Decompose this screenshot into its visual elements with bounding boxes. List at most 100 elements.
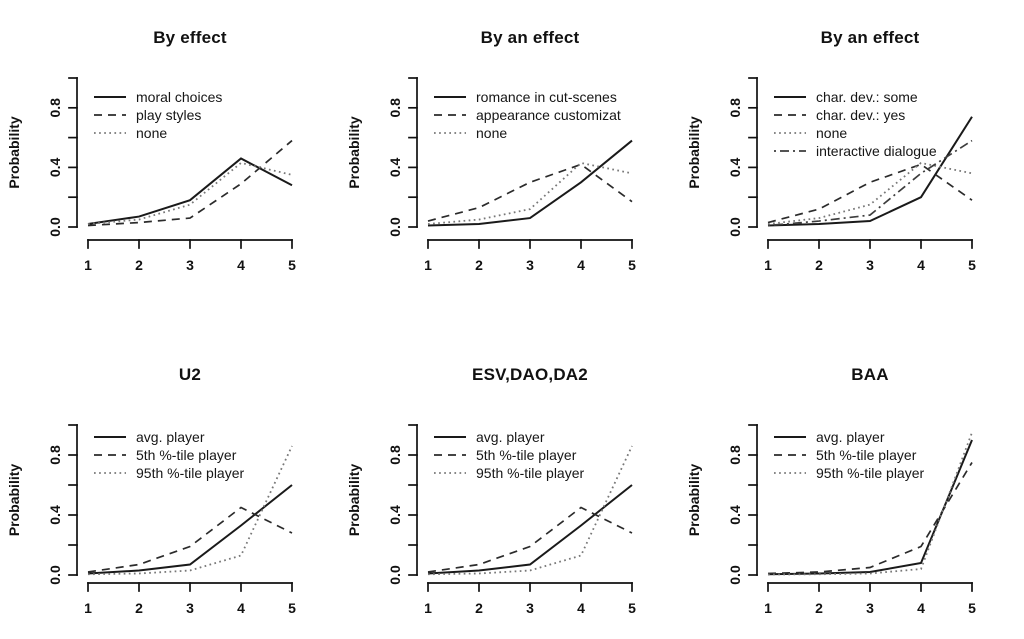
x-tick-label: 2	[475, 257, 483, 273]
x-tick-label: 1	[84, 257, 92, 273]
chart-title: By an effect	[480, 28, 580, 47]
x-tick-label: 5	[288, 257, 296, 273]
x-tick-label: 4	[917, 600, 925, 616]
y-tick-label: 0.0	[727, 565, 743, 585]
y-tick-label: 0.0	[387, 217, 403, 237]
series-line-dashed	[427, 163, 633, 222]
y-tick-label: 0.8	[727, 445, 743, 465]
series-line-solid	[767, 116, 973, 227]
x-tick-label: 5	[628, 600, 636, 616]
x-tick-label: 2	[475, 600, 483, 616]
series-line-solid	[87, 157, 293, 226]
subplot-by-an-effect-2: By an effect 0.0 0.4 0.8 Probability 1 2 3 4 5 ch…	[680, 0, 1024, 320]
x-tick-label: 4	[577, 257, 585, 273]
x-tick-label: 3	[526, 600, 534, 616]
series-line-dashdot	[767, 139, 973, 227]
subplot-by-effect: By effect 0.0 0.4 0.8 Probability 1 2 3 4 5 moral…	[0, 0, 340, 320]
legend-label: 95th %-tile player	[476, 465, 585, 481]
x-tick-label: 1	[764, 600, 772, 616]
x-tick-label: 1	[424, 600, 432, 616]
subplot-u2: U2 0.0 0.4 0.8 Probability 1 2 3 4 5 avg. player 5…	[0, 320, 340, 639]
legend-label: appearance customizat	[476, 107, 621, 123]
chart-canvas: 0.0 0.4 0.8 Probability 1 2 3 4 5 romance in cut-…	[346, 77, 636, 273]
legend-label: avg. player	[136, 429, 205, 445]
legend-label: avg. player	[816, 429, 885, 445]
series-line-solid	[427, 484, 633, 575]
chart-title: By effect	[153, 28, 227, 47]
x-tick-label: 5	[968, 600, 976, 616]
chart-title: U2	[178, 365, 202, 384]
series-line-solid	[87, 484, 293, 575]
y-axis-label: Probability	[346, 116, 362, 189]
y-tick-label: 0.0	[387, 565, 403, 585]
x-tick-label: 4	[237, 600, 245, 616]
legend-label: avg. player	[476, 429, 545, 445]
y-tick-label: 0.0	[727, 217, 743, 237]
subplot-by-an-effect-1: By an effect 0.0 0.4 0.8 Probability 1 2 3 4 5 ro…	[340, 0, 680, 320]
x-tick-label: 3	[186, 257, 194, 273]
y-tick-label: 0.0	[47, 565, 63, 585]
legend-label: play styles	[136, 107, 201, 123]
x-tick-label: 3	[186, 600, 194, 616]
chart-canvas: 0.0 0.4 0.8 Probability 1 2 3 4 5 avg. player 5th …	[346, 424, 636, 616]
y-tick-label: 0.8	[47, 445, 63, 465]
y-axis-label: Probability	[346, 464, 362, 537]
y-tick-label: 0.4	[47, 505, 63, 525]
x-tick-label: 1	[424, 257, 432, 273]
y-tick-label: 0.4	[47, 157, 63, 177]
legend-label: 5th %-tile player	[816, 447, 917, 463]
y-tick-label: 0.4	[387, 505, 403, 525]
y-axis-label: Probability	[6, 464, 22, 537]
y-tick-label: 0.4	[727, 505, 743, 525]
x-tick-label: 3	[866, 600, 874, 616]
legend-label: char. dev.: some	[816, 89, 918, 105]
legend-label: none	[816, 125, 847, 141]
legend-label: interactive dialogue	[816, 143, 937, 159]
legend-label: romance in cut-scenes	[476, 89, 617, 105]
legend-label: 95th %-tile player	[136, 465, 245, 481]
chart-title: By an effect	[820, 28, 920, 47]
series-line-dotted	[427, 161, 633, 225]
x-tick-label: 1	[84, 600, 92, 616]
x-tick-label: 4	[917, 257, 925, 273]
y-tick-label: 0.4	[727, 157, 743, 177]
x-tick-label: 4	[237, 257, 245, 273]
x-tick-label: 3	[526, 257, 534, 273]
y-tick-label: 0.8	[387, 98, 403, 118]
legend-label: moral choices	[136, 89, 222, 105]
x-tick-label: 5	[628, 257, 636, 273]
x-tick-label: 2	[815, 600, 823, 616]
chart-canvas: 0.0 0.4 0.8 Probability 1 2 3 4 5 moral choices pl…	[6, 77, 296, 273]
legend-label: 5th %-tile player	[476, 447, 577, 463]
x-tick-label: 2	[815, 257, 823, 273]
series-line-dashed	[87, 139, 293, 227]
y-tick-label: 0.8	[387, 445, 403, 465]
y-tick-label: 0.8	[727, 98, 743, 118]
chart-canvas: 0.0 0.4 0.8 Probability 1 2 3 4 5 avg. player 5th …	[6, 424, 296, 616]
y-axis-label: Probability	[6, 116, 22, 189]
subplot-baa: BAA 0.0 0.4 0.8 Probability 1 2 3 4 5 avg. player…	[680, 320, 1024, 639]
x-tick-label: 2	[135, 600, 143, 616]
series-line-dashed	[767, 163, 973, 224]
y-tick-label: 0.8	[47, 98, 63, 118]
x-tick-label: 1	[764, 257, 772, 273]
y-axis-label: Probability	[686, 464, 702, 537]
series-line-dashed	[427, 506, 633, 573]
x-tick-label: 5	[288, 600, 296, 616]
y-tick-label: 0.4	[387, 157, 403, 177]
series-line-dotted	[427, 445, 633, 576]
subplot-esv-dao-da2: ESV,DAO,DA2 0.0 0.4 0.8 Probability 1 2 3 4 5 avg…	[340, 320, 680, 639]
chart-title: BAA	[851, 365, 889, 384]
series-line-dashed	[767, 462, 973, 575]
chart-title: ESV,DAO,DA2	[472, 365, 588, 384]
legend-label: none	[136, 125, 167, 141]
chart-canvas: 0.0 0.4 0.8 Probability 1 2 3 4 5 avg. player 5th …	[686, 424, 976, 616]
x-tick-label: 3	[866, 257, 874, 273]
legend-label: 95th %-tile player	[816, 465, 925, 481]
series-line-solid	[767, 439, 973, 576]
y-tick-label: 0.0	[47, 217, 63, 237]
chart-canvas: 0.0 0.4 0.8 Probability 1 2 3 4 5 char. dev.: som…	[686, 77, 976, 273]
legend-label: char. dev.: yes	[816, 107, 905, 123]
legend-label: 5th %-tile player	[136, 447, 237, 463]
